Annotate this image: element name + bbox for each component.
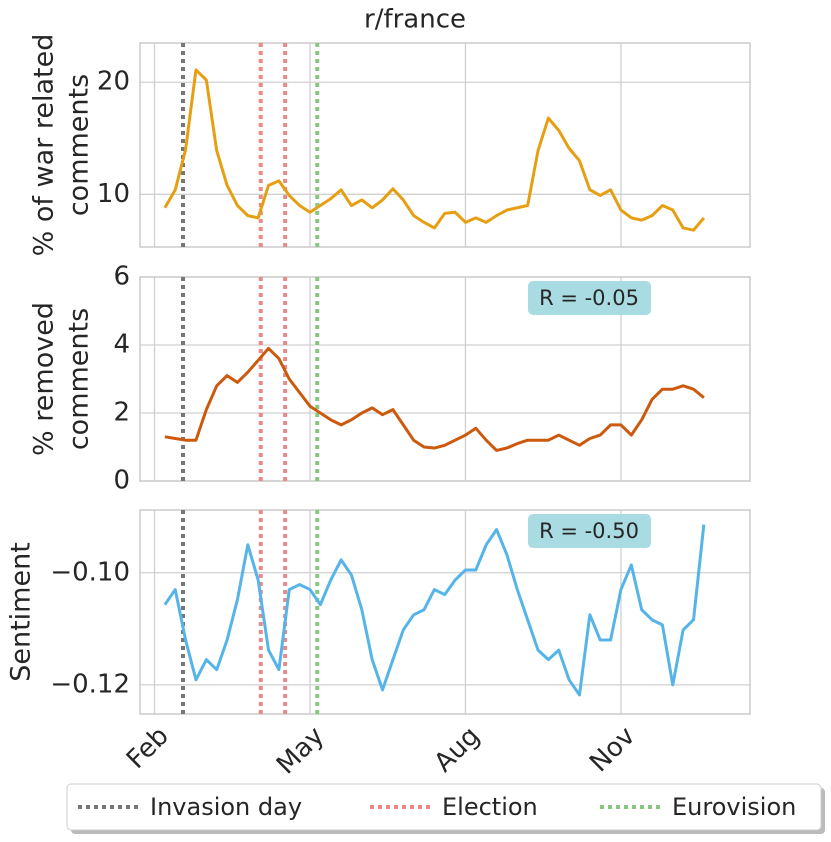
annotation-text: R = -0.05 (539, 286, 639, 310)
y-axis-label: comments (64, 308, 95, 450)
annotation: R = -0.05 (528, 281, 651, 315)
y-tick-label: −0.10 (50, 557, 130, 587)
y-tick-label: −0.12 (50, 669, 130, 699)
y-tick-label: 0 (113, 466, 130, 496)
y-tick-label: 4 (113, 330, 130, 360)
y-axis-label: % of war related (29, 34, 60, 257)
plot-frame (139, 42, 751, 248)
annotation-box (528, 281, 651, 315)
x-tick-label: Aug (429, 721, 486, 778)
line (163, 524, 706, 697)
x-tick-label: Nov (584, 721, 641, 778)
y-tick-label: 2 (113, 398, 130, 428)
line (163, 68, 706, 232)
annotation-box (528, 514, 651, 548)
y-axis-label: comments (64, 74, 95, 216)
y-tick-label: 6 (113, 262, 130, 292)
y-axis-label: Sentiment (6, 542, 37, 682)
y-tick-label: 10 (97, 179, 130, 209)
plot-frame (139, 276, 751, 482)
line (164, 346, 705, 452)
x-tick-label: Feb (121, 721, 175, 775)
chart-title: r/france (364, 5, 466, 35)
y-axis-label: % removed (29, 302, 60, 456)
legend-label: Election (442, 793, 538, 821)
y-tick-label: 20 (97, 67, 130, 97)
annotation: R = -0.50 (528, 514, 651, 548)
legend-label: Eurovision (672, 793, 796, 821)
x-tick-label: May (271, 721, 330, 780)
annotation-text: R = -0.50 (539, 519, 639, 543)
plot-frame (139, 509, 751, 715)
legend (66, 783, 822, 831)
legend-label: Invasion day (150, 793, 302, 821)
